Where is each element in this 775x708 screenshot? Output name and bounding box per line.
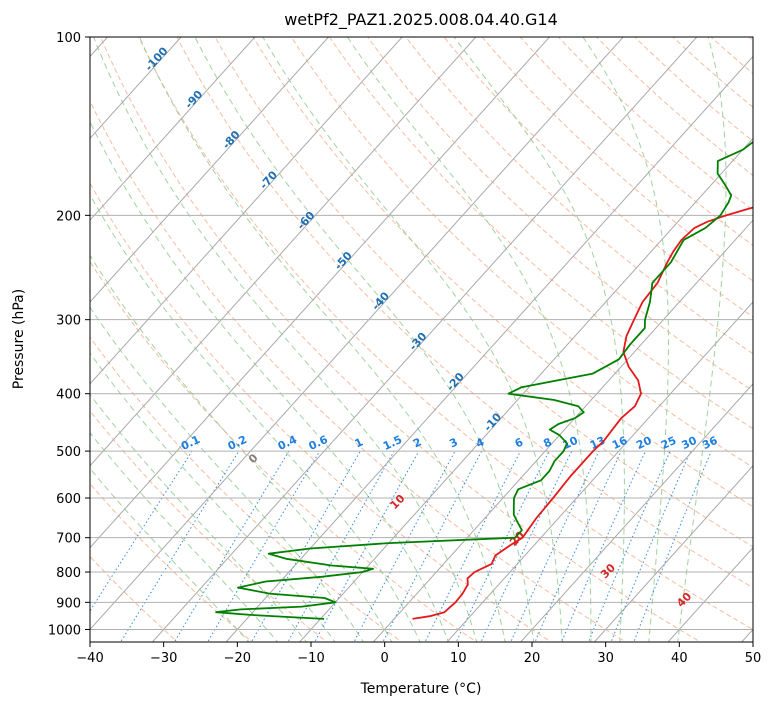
mixing-ratio-line (610, 450, 692, 642)
mixing-ratio-line (120, 450, 240, 642)
mixing-ratio-line (588, 450, 671, 642)
dry-adiabat (176, 37, 753, 589)
mixing-ratio-line (207, 450, 321, 642)
y-axis: 100 200 300 400 500 600 700 800 900 1000 (48, 31, 90, 638)
x-axis: −40 −30 −20 −10 0 10 20 30 40 50 (76, 642, 761, 666)
moist-adiabat (90, 193, 421, 642)
dewpoint-profile (215, 140, 753, 620)
skewed-isotherm (90, 37, 403, 385)
y-tick-label: 700 (56, 532, 81, 547)
series-lines (215, 140, 753, 620)
dry-adiabat (328, 37, 753, 430)
skewed-isotherm (151, 37, 698, 642)
mixing-ratio-line (90, 450, 193, 613)
dry-adiabat (481, 37, 753, 282)
skewed-isotherm (90, 37, 551, 549)
temperature-profile (412, 206, 753, 620)
y-tick-label: 200 (56, 209, 81, 224)
plot-frame (89, 36, 754, 643)
mixing-ratio-label: 16 (610, 434, 630, 452)
x-tick-label: −10 (297, 651, 324, 666)
mixing-ratio-label: 20 (634, 434, 654, 452)
mixing-ratio-label: 13 (588, 434, 607, 452)
mixing-ratio-label: 25 (659, 434, 678, 452)
mixing-ratio-line (633, 450, 712, 642)
mixing-ratio-label: 30 (679, 434, 699, 452)
skewed-isotherm (90, 37, 624, 631)
skewed-isotherm (90, 37, 330, 303)
moist-adiabat (90, 254, 393, 642)
y-tick-label: 800 (56, 566, 81, 581)
mixing-ratio-line (510, 450, 600, 642)
grid-lines (90, 37, 753, 642)
skewed-isotherm (372, 219, 753, 642)
y-tick-label: 900 (56, 596, 81, 611)
skewed-isotherm (446, 301, 753, 642)
mixing-ratio-line (382, 450, 483, 642)
dry-adiabat (252, 37, 753, 508)
y-tick-label: 400 (56, 388, 81, 403)
y-tick-label: 300 (56, 314, 81, 329)
x-tick-label: 30 (597, 651, 614, 666)
mixing-ratio-line (480, 450, 573, 642)
mixing-ratio-label: 36 (700, 434, 720, 452)
x-tick-label: −20 (224, 651, 251, 666)
y-axis-label: Pressure (hPa) (11, 289, 27, 389)
x-tick-label: −30 (150, 651, 177, 666)
skewed-isotherm (299, 137, 753, 642)
skewed-isotherm (593, 464, 753, 642)
x-tick-label: 10 (450, 651, 467, 666)
x-tick-label: 20 (524, 651, 541, 666)
x-tick-label: 40 (671, 651, 688, 666)
x-tick-label: −40 (76, 651, 103, 666)
chart-title: wetPf2_PAZ1.2025.008.04.40.G14 (284, 10, 558, 30)
y-tick-label: 600 (56, 492, 81, 507)
dry-adiabat (366, 37, 753, 392)
skewed-isotherm (225, 55, 753, 642)
x-axis-label: Temperature (°C) (360, 681, 482, 697)
moist-adiabat (90, 467, 250, 642)
x-tick-label: 0 (381, 651, 389, 666)
moist-adiabat (90, 431, 279, 642)
y-tick-label: 1000 (48, 623, 81, 638)
dry-adiabat (90, 336, 403, 642)
y-tick-label: 100 (56, 31, 81, 46)
skewed-isotherm (90, 37, 256, 221)
skewed-isotherm (520, 383, 753, 642)
skewed-isotherm (90, 37, 182, 140)
x-tick-label: 50 (745, 651, 762, 666)
skewed-isotherm (90, 37, 477, 467)
y-tick-label: 500 (56, 445, 81, 460)
